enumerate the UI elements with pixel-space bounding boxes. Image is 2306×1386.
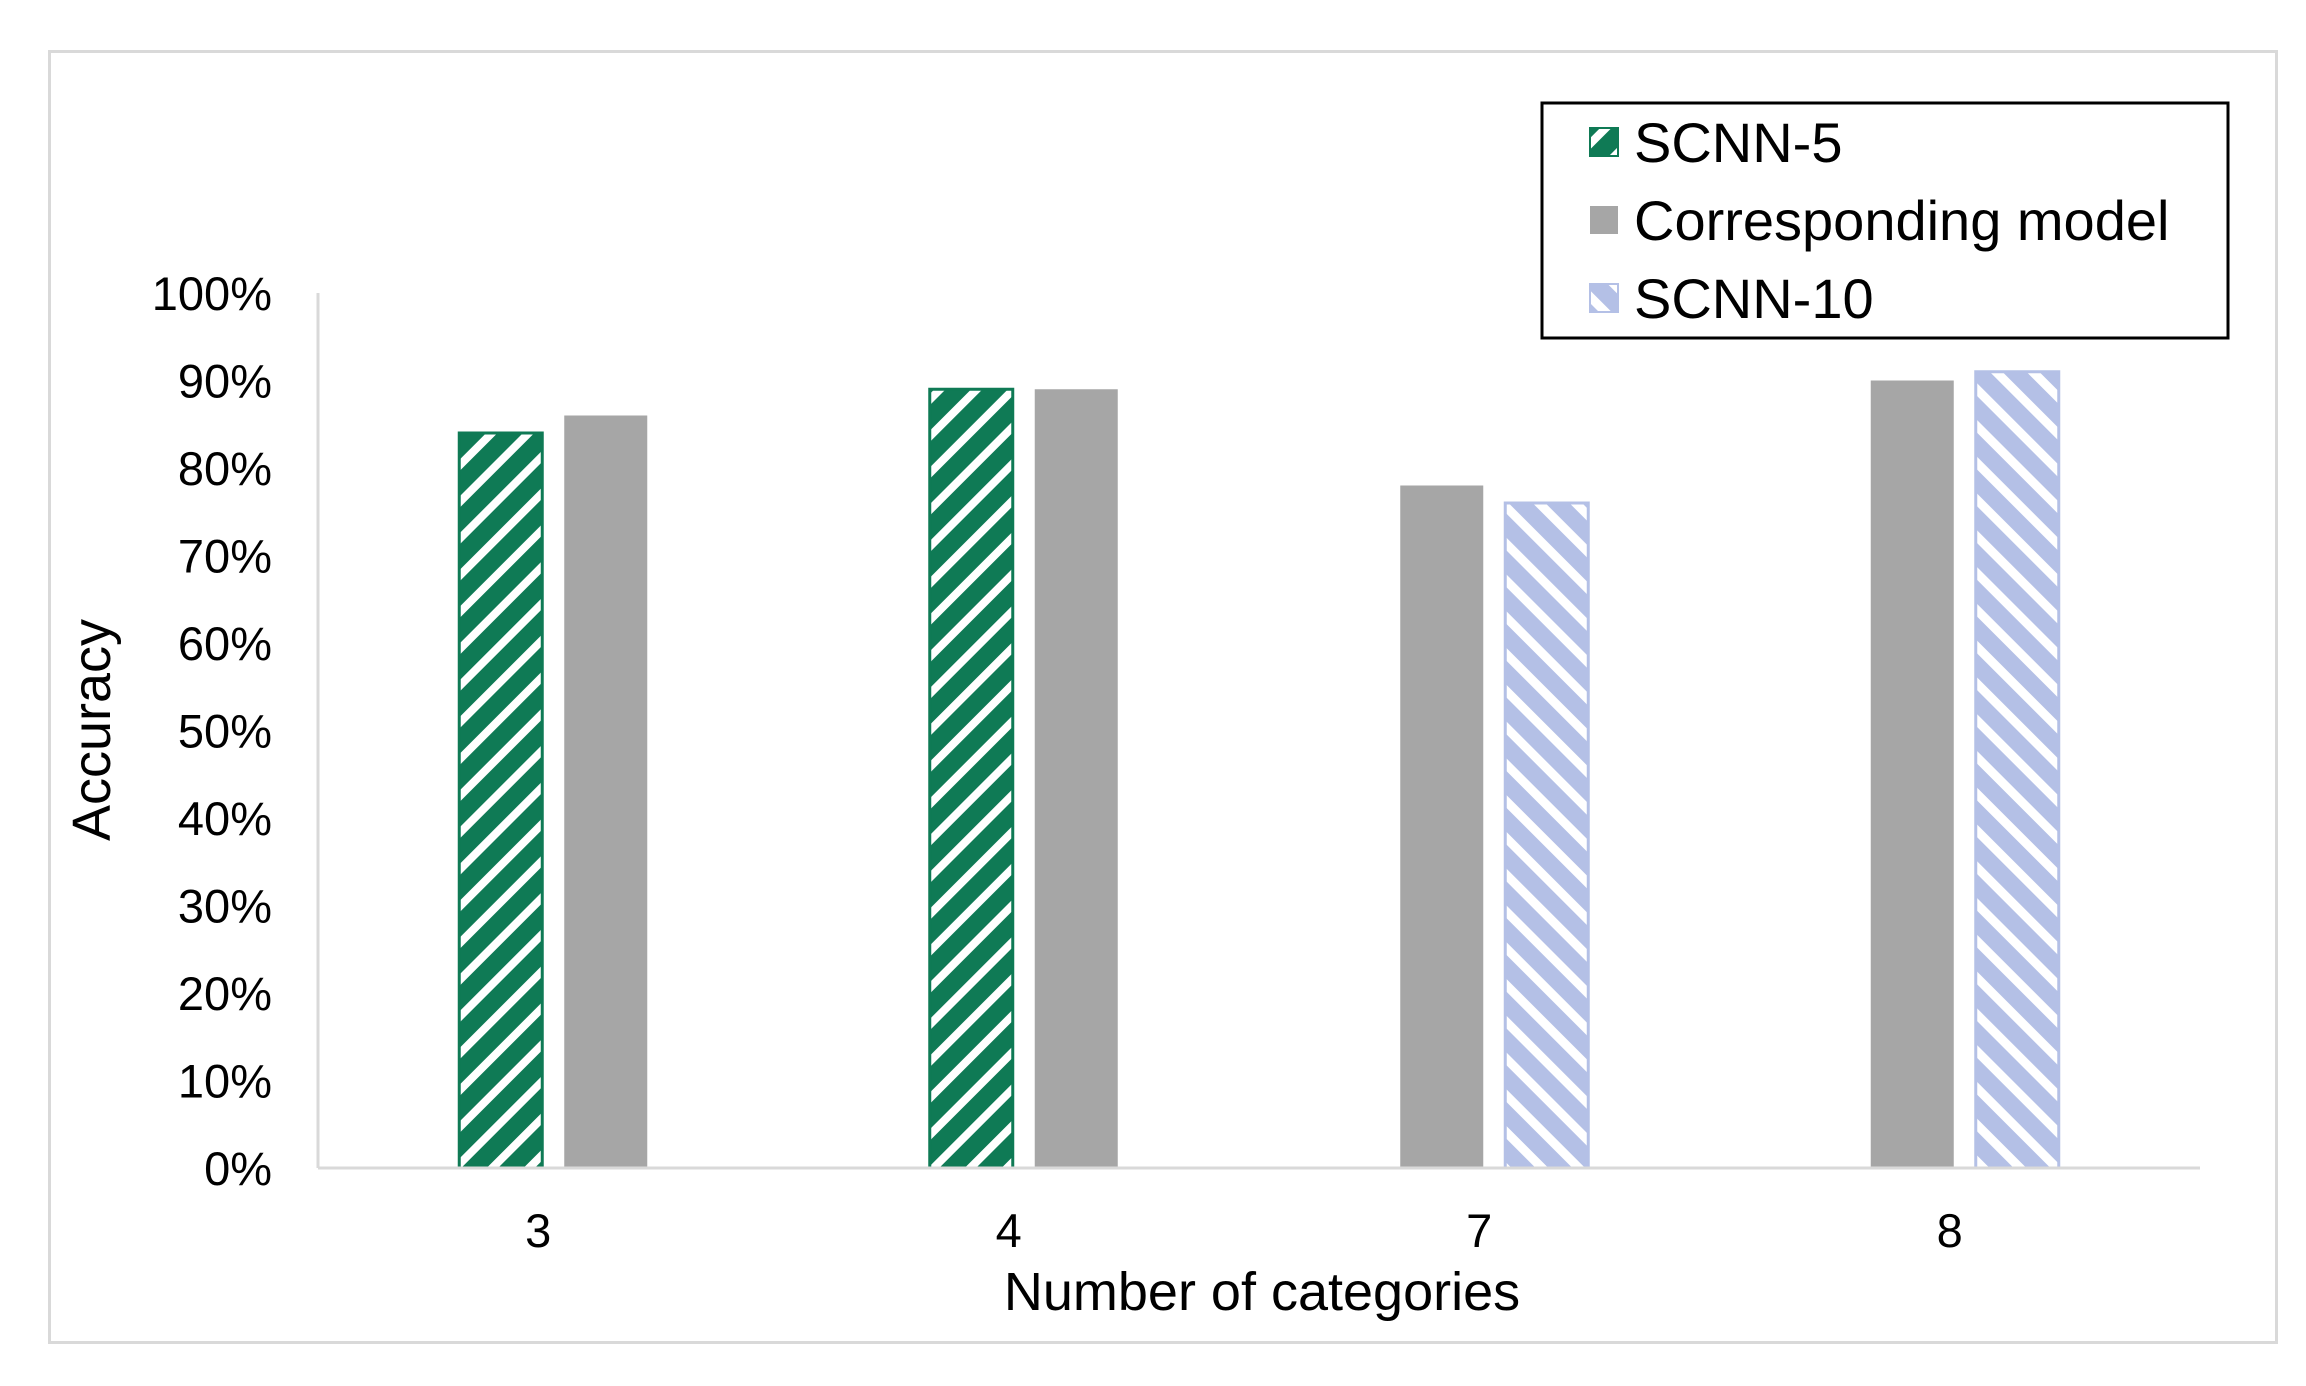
legend-swatch-scnn-10	[1589, 283, 1619, 313]
legend-label-corresponding-model: Corresponding model	[1634, 189, 2169, 252]
x-tick-label: 8	[1937, 1204, 1963, 1257]
y-tick-label: 10%	[178, 1055, 272, 1108]
legend-swatch-scnn-5	[1589, 127, 1619, 157]
x-tick-label: 7	[1466, 1204, 1492, 1257]
bar-scnn-10-8	[1974, 370, 2061, 1170]
bar-corresponding-model-4	[1034, 389, 1118, 1168]
y-tick-label: 70%	[178, 530, 272, 583]
bar-corresponding-model-8	[1870, 380, 1954, 1168]
x-axis-title: Number of categories	[1004, 1262, 1520, 1322]
legend-label-scnn-5: SCNN-5	[1634, 111, 1842, 174]
y-tick-label: 30%	[178, 880, 272, 933]
y-tick-label: 20%	[178, 967, 272, 1020]
y-tick-label: 0%	[204, 1142, 272, 1195]
x-tick-label: 4	[996, 1204, 1022, 1257]
y-tick-label: 100%	[152, 267, 272, 320]
y-tick-label: 60%	[178, 617, 272, 670]
y-tick-label: 90%	[178, 355, 272, 408]
bar-corresponding-model-3	[564, 415, 648, 1168]
axes-layer	[316, 293, 2200, 1170]
x-tick-label: 3	[525, 1204, 551, 1257]
y-tick-label: 50%	[178, 705, 272, 758]
bar-corresponding-model-7	[1400, 485, 1484, 1168]
bar-scnn-5-4	[928, 387, 1015, 1170]
bar-scnn-10-7	[1503, 501, 1590, 1170]
bar-scnn-5-3	[457, 431, 544, 1170]
legend-box	[1540, 101, 2230, 340]
legend: SCNN-5 Corresponding model SCNN-10	[1540, 101, 2230, 340]
y-tick-label: 40%	[178, 792, 272, 845]
y-tick-labels: 0% 10% 20% 30% 40% 50% 60% 70% 80% 90% 100%	[152, 267, 272, 1195]
y-axis-title: Accuracy	[62, 619, 122, 841]
bars-layer	[457, 370, 2061, 1170]
x-tick-labels: 3 4 7 8	[525, 1204, 1963, 1257]
y-tick-label: 80%	[178, 442, 272, 495]
legend-swatch-corresponding-model	[1590, 206, 1618, 234]
legend-label-scnn-10: SCNN-10	[1634, 267, 1874, 330]
